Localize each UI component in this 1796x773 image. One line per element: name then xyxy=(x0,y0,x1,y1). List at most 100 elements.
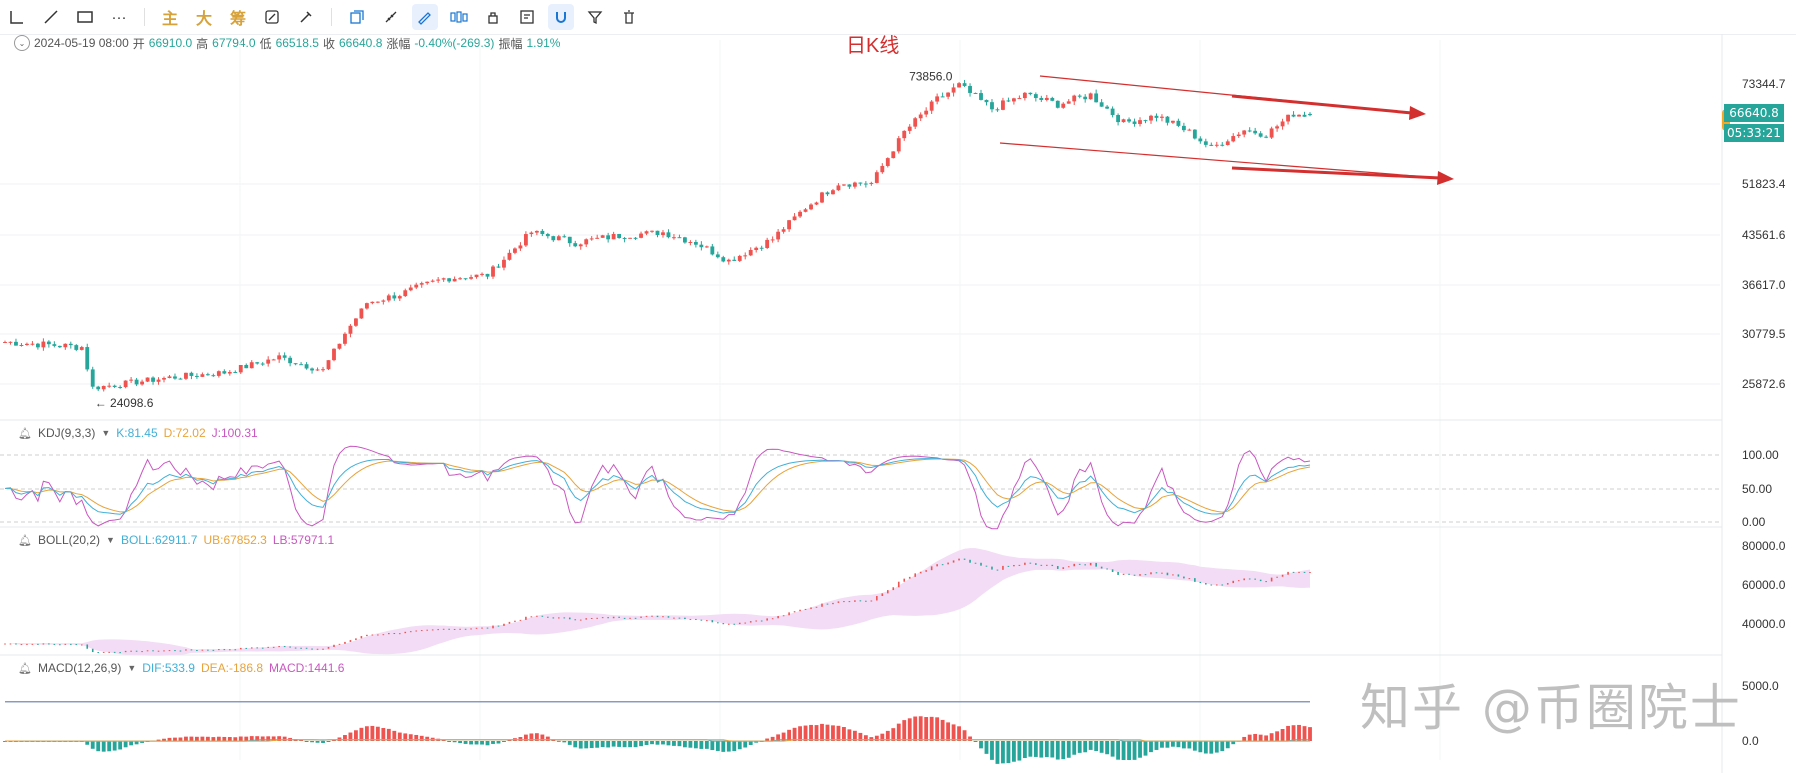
candle-body xyxy=(1033,94,1038,98)
candle-body xyxy=(101,385,106,390)
macd-histogram-bar xyxy=(1017,741,1022,761)
candle-body xyxy=(46,341,51,345)
boll-candle xyxy=(486,627,489,629)
drawing-toolbar: ··· 主 大 筹 xyxy=(0,0,1796,35)
boll-candle xyxy=(914,573,917,577)
macd-histogram-bar xyxy=(589,741,594,749)
note-icon[interactable] xyxy=(514,4,540,30)
candle-body xyxy=(41,341,46,348)
large-order-button[interactable]: 大 xyxy=(195,11,212,28)
macd-histogram-bar xyxy=(1001,741,1005,764)
candle-body xyxy=(1028,92,1033,95)
macd-histogram-bar xyxy=(1297,724,1301,741)
boll-candle xyxy=(37,643,39,645)
kdj-tick-label: 0.00 xyxy=(1742,515,1766,529)
trash-icon[interactable] xyxy=(616,4,642,30)
macd-tick-label: 5000.0 xyxy=(1742,679,1779,693)
boll-candle xyxy=(530,616,533,618)
macd-histogram-bar xyxy=(1143,741,1148,756)
boll-candle xyxy=(398,633,401,635)
chevron-down-icon[interactable]: ▼ xyxy=(101,428,111,438)
boll-candle xyxy=(568,617,571,620)
bars-icon[interactable] xyxy=(446,4,472,30)
candle-body xyxy=(748,250,753,256)
kdj-k-value: K:81.45 xyxy=(116,426,158,440)
macd-histogram-bar xyxy=(617,741,622,747)
macd-histogram-bar xyxy=(1225,741,1230,749)
measure-icon[interactable] xyxy=(259,4,285,30)
candle-body xyxy=(419,283,424,285)
chevron-down-icon[interactable]: ▼ xyxy=(106,535,115,545)
boll-candle xyxy=(579,619,582,621)
candle-body xyxy=(184,372,188,379)
candle-body xyxy=(661,232,665,236)
main-indicator-button[interactable]: 主 xyxy=(161,11,178,28)
brush-icon[interactable] xyxy=(293,4,319,30)
candle-body xyxy=(25,343,29,345)
segment-icon[interactable] xyxy=(4,4,30,30)
candle-body xyxy=(1138,120,1142,124)
candle-body xyxy=(578,244,583,247)
price-tick-label: 25872.6 xyxy=(1742,377,1786,391)
magnet-icon[interactable] xyxy=(548,4,574,30)
candle-body xyxy=(1044,97,1049,101)
boll-candle xyxy=(585,618,588,620)
pen-icon[interactable] xyxy=(412,4,438,30)
macd-histogram-bar xyxy=(1006,741,1011,764)
rectangle-icon[interactable] xyxy=(72,4,98,30)
boll-candle xyxy=(1133,574,1136,576)
candle-body xyxy=(1220,144,1225,146)
macd-histogram-bar xyxy=(907,718,912,741)
line-icon[interactable] xyxy=(38,4,64,30)
kdj-tick-label: 100.00 xyxy=(1742,448,1779,462)
boll-candle xyxy=(645,615,648,617)
candle-body xyxy=(743,255,748,257)
boll-candle xyxy=(771,618,774,620)
candle-body xyxy=(310,368,314,371)
more-icon[interactable]: ··· xyxy=(111,8,127,26)
boll-candle xyxy=(382,634,385,636)
boll-candle xyxy=(1106,568,1108,570)
macd-histogram-bar xyxy=(194,736,199,741)
candle-body xyxy=(951,87,956,93)
boll-candle xyxy=(925,570,927,572)
boll-candle xyxy=(1150,572,1152,575)
boll-candle xyxy=(1243,578,1246,581)
boll-candle xyxy=(711,620,714,623)
boll-candle xyxy=(733,623,736,625)
candle-body xyxy=(502,259,506,268)
candle-body xyxy=(1127,119,1131,122)
macd-histogram-bar xyxy=(447,741,452,742)
ruler-icon[interactable] xyxy=(378,4,404,30)
copy-icon[interactable] xyxy=(344,4,370,30)
macd-histogram-bar xyxy=(419,735,424,741)
macd-histogram-bar xyxy=(1242,736,1247,741)
lock-icon[interactable] xyxy=(480,4,506,30)
boll-candle xyxy=(48,643,50,645)
macd-histogram-bar xyxy=(869,737,874,741)
boll-candle xyxy=(574,619,577,621)
boll-candle xyxy=(146,650,149,652)
boll-candle xyxy=(42,643,45,645)
bell-icon[interactable]: 🔔︎ xyxy=(18,662,32,675)
boll-candle xyxy=(876,595,878,601)
macd-histogram-bar xyxy=(238,736,243,741)
bell-icon[interactable]: 🔔︎ xyxy=(18,534,32,547)
chevron-down-icon[interactable]: ▼ xyxy=(127,663,137,673)
collapse-icon[interactable]: ⌄ xyxy=(14,35,30,51)
boll-candle xyxy=(1292,571,1295,573)
macd-header: 🔔︎ MACD(12,26,9) ▼ DIF:533.9 DEA:-186.8 … xyxy=(18,661,344,675)
boll-candle xyxy=(651,615,653,617)
boll-candle xyxy=(848,601,851,603)
bell-icon[interactable]: 🔔︎ xyxy=(18,427,32,440)
boll-candle xyxy=(256,647,259,649)
boll-candle xyxy=(892,587,895,591)
macd-histogram-bar xyxy=(979,741,983,749)
filter-icon[interactable] xyxy=(582,4,608,30)
chip-distribution-button[interactable]: 筹 xyxy=(229,11,246,28)
boll-candle xyxy=(727,623,730,625)
boll-candle xyxy=(366,634,368,637)
macd-histogram-bar xyxy=(1253,733,1258,741)
boll-candle xyxy=(124,650,127,653)
